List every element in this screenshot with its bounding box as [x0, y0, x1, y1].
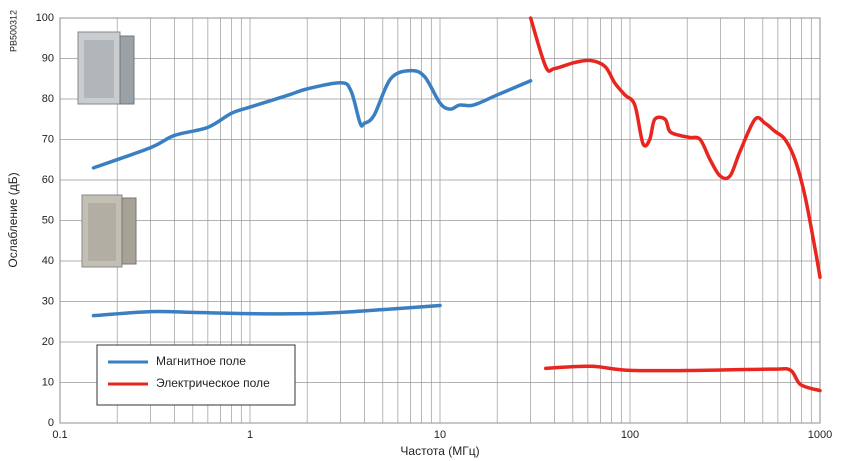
y-tick-label: 70 — [42, 133, 54, 145]
legend-label: Электрическое поле — [156, 376, 270, 390]
y-tick-label: 20 — [42, 336, 54, 348]
y-tick-label: 90 — [42, 52, 54, 64]
series-line — [528, 16, 822, 393]
legend — [96, 344, 296, 406]
x-tick-label: 0.1 — [52, 429, 67, 441]
x-tick-label: 100 — [621, 429, 639, 441]
lines — [91, 16, 822, 393]
legend-label: Магнитное поле — [156, 354, 246, 368]
x-tick-label: 10 — [434, 429, 446, 441]
y-tick-label: 30 — [42, 295, 54, 307]
y-tick-label: 100 — [36, 12, 54, 24]
x-tick-label: 1000 — [808, 429, 832, 441]
y-tick-label: 40 — [42, 255, 54, 267]
y-axis-label: Ослабление (дБ) — [6, 172, 20, 267]
x-axis-label: Частота (МГц) — [400, 444, 479, 458]
cabinet-closed-photo — [81, 194, 137, 268]
y-tick-label: 0 — [48, 417, 54, 429]
y-tick-label: 80 — [42, 93, 54, 105]
code-label: PB500312 — [8, 10, 18, 52]
y-tick-label: 10 — [42, 376, 54, 388]
cabinet-open-photo — [77, 31, 135, 105]
series-line — [91, 68, 533, 318]
y-tick-label: 50 — [42, 214, 54, 226]
y-tick-label: 60 — [42, 174, 54, 186]
x-tick-label: 1 — [247, 429, 253, 441]
